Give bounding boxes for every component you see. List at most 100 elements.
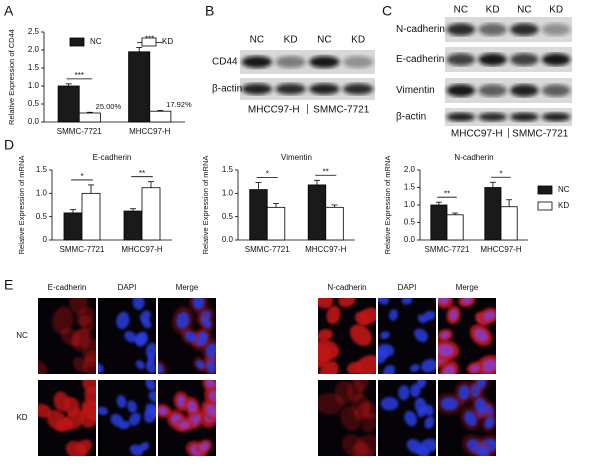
blot-band — [241, 56, 273, 68]
legend-label: KD — [558, 201, 569, 210]
nucleus — [378, 343, 395, 357]
blot-band — [510, 84, 539, 97]
nucleus — [448, 309, 458, 321]
cells — [98, 298, 156, 374]
bar — [484, 187, 502, 241]
legend-swatch — [537, 185, 553, 195]
column-label: E-cadherin — [48, 283, 87, 292]
y-tick-label: 2.0 — [404, 165, 416, 174]
group-label: MHCC97-H — [248, 105, 300, 116]
nucleus — [208, 390, 216, 403]
cell-stain — [355, 355, 376, 374]
cell-stain — [334, 380, 354, 405]
nucleus — [201, 318, 212, 329]
legend-label: NC — [558, 185, 570, 194]
nucleus — [469, 364, 480, 373]
y-tick-label: 1.0 — [28, 81, 40, 90]
cell-stain — [60, 327, 81, 346]
cells — [318, 298, 376, 374]
nucleus — [416, 446, 430, 456]
bar — [266, 206, 286, 241]
blot-band — [309, 83, 340, 95]
blot-band — [309, 56, 340, 68]
nucleus — [380, 396, 399, 411]
lane-label: NC — [317, 35, 331, 46]
y-axis-label: Relative Expression of mRNA — [17, 156, 26, 255]
nucleus — [474, 328, 488, 342]
cells — [380, 380, 436, 456]
cells — [158, 298, 216, 374]
lane-label: KD — [549, 5, 563, 16]
nucleus — [409, 364, 420, 373]
nucleus — [127, 400, 137, 413]
cell-stain — [326, 305, 341, 325]
y-tick-label: 1.5 — [28, 63, 40, 72]
panel-label: B — [205, 3, 214, 19]
blot-row-label: N-cadherin — [396, 24, 445, 35]
blot-band — [541, 84, 571, 97]
blot-band — [446, 84, 476, 97]
significance: * — [499, 169, 502, 178]
x-tick-label: SMMC-7721 — [57, 127, 102, 136]
nucleus — [184, 331, 197, 343]
nucleus — [422, 310, 436, 321]
nucleus — [404, 410, 417, 427]
bar — [128, 51, 151, 123]
significance: * — [266, 170, 269, 179]
cells — [438, 298, 496, 374]
y-tick-label: 1.0 — [404, 200, 416, 209]
cell-stain — [318, 329, 333, 342]
nucleus — [187, 400, 197, 413]
blot-band — [446, 53, 476, 66]
nucleus — [119, 420, 130, 430]
column-label: DAPI — [398, 283, 417, 292]
x-tick-label: MHCC97-H — [121, 245, 163, 254]
bar — [81, 192, 101, 241]
blot-row-label: β-actin — [396, 112, 426, 123]
blot-band — [541, 53, 571, 66]
lane-label: KD — [284, 35, 298, 46]
nucleus — [145, 342, 156, 358]
blot-band — [446, 23, 476, 36]
nucleus — [116, 311, 130, 330]
nucleus — [440, 396, 459, 411]
y-tick-label: 0.5 — [28, 99, 40, 108]
nucleus — [379, 331, 390, 340]
blot-band — [478, 84, 507, 97]
blot-row-label: CD44 — [212, 57, 238, 68]
blot-row-label: β-actin — [212, 84, 242, 95]
annotation: 25.00% — [96, 102, 122, 111]
nucleus — [179, 420, 190, 430]
nucleus — [378, 298, 390, 305]
column-label: Merge — [456, 283, 479, 292]
blot-row-label: E-cadherin — [396, 54, 444, 65]
cell-stain — [359, 307, 376, 324]
y-axis-label: Relative Expression of mRNA — [383, 156, 392, 255]
significance: * — [80, 172, 83, 181]
group-label: MHCC97-H — [451, 129, 503, 140]
x-tick-label: MHCC97-H — [305, 245, 347, 254]
y-tick-label: 0.0 — [404, 235, 416, 244]
legend-swatch — [141, 37, 157, 47]
legend-label: NC — [90, 37, 102, 46]
bar — [446, 214, 464, 241]
nucleus — [128, 412, 141, 426]
blot-band — [510, 53, 539, 66]
nucleus — [410, 383, 421, 398]
cell-stain — [318, 298, 334, 309]
lane-label: NC — [454, 5, 468, 16]
nucleus — [424, 404, 434, 417]
panel-label: C — [382, 3, 392, 19]
y-tick-label: 1.5 — [36, 165, 48, 174]
chart-title: E-cadherin — [93, 153, 132, 162]
blot-band — [478, 53, 507, 66]
nucleus — [158, 406, 169, 416]
nucleus — [192, 298, 205, 310]
blot-band — [342, 56, 374, 68]
bar — [78, 112, 101, 123]
nucleus — [135, 359, 145, 370]
nucleus — [458, 384, 470, 401]
lane-label: NC — [250, 35, 264, 46]
nucleus — [439, 331, 450, 340]
blot-background — [445, 108, 572, 126]
